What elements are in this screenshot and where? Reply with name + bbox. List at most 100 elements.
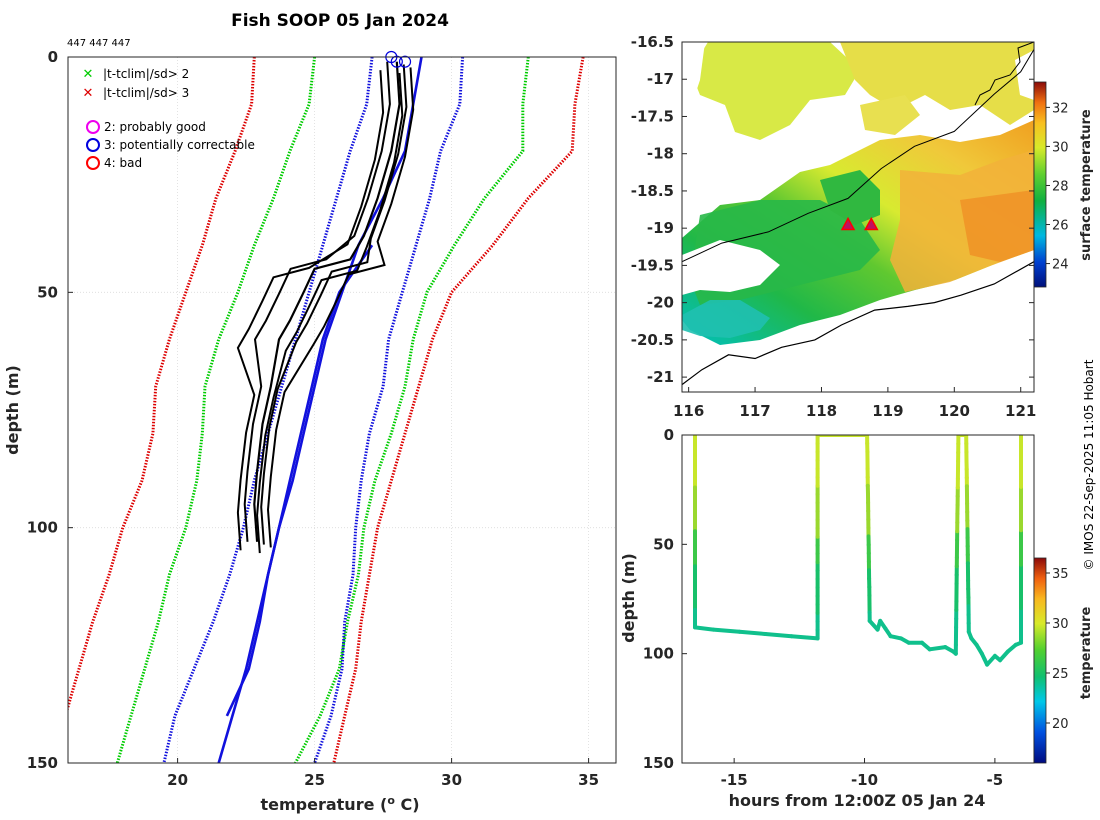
credit-text: © IMOS 22-Sep-2025 11:05 Hobart: [1082, 359, 1096, 570]
profile-ytick-label: 0: [48, 48, 58, 66]
map-xtick-label: 117: [739, 402, 770, 420]
map-xtick-label: 121: [1005, 402, 1036, 420]
temperature-colorbar: [1033, 557, 1047, 764]
profile-ylabel: depth (m): [3, 365, 22, 455]
depth-track-segment: [789, 634, 820, 641]
coastline: [682, 261, 1034, 386]
temp-cbar-tick-label: 30: [1052, 617, 1069, 632]
legend-flag-x3: |t-tclim|/sd> 3: [103, 86, 189, 100]
surface-cbar-tick-label: 32: [1052, 101, 1069, 116]
series-minus_2sd: [115, 57, 317, 763]
series-minus_3sd: [68, 57, 256, 712]
map-ytick-label: -19: [647, 219, 674, 237]
temp-cbar-tick-label: 35: [1052, 567, 1069, 582]
qc-circle-marker: [390, 55, 403, 68]
series-clim_mean_2: [225, 244, 374, 717]
legend-flag-3: 3: potentially correctable: [104, 138, 255, 152]
map-ytick-label: -20: [647, 294, 674, 312]
depth-track-segment: [927, 645, 948, 652]
ts-ytick-label: 100: [643, 645, 674, 663]
profile-xtick-label: 25: [304, 771, 325, 789]
profile-title: Fish SOOP 05 Jan 2024: [231, 11, 449, 31]
surface-cbar-tick-label: 28: [1052, 179, 1069, 194]
map-panel: 116 117 118 119 120 121 -16.5 -17 -17.5 -18 -18.5 -…: [631, 33, 1094, 420]
map-field-group: [682, 42, 1034, 392]
series-plus_1sd: [313, 57, 465, 763]
map-ticks: 116 117 118 119 120 121 -16.5 -17 -17.5 -18 -18.5 -…: [631, 33, 1037, 420]
depth-track-segment: [763, 632, 794, 639]
voyage-marker-triangle: [864, 216, 879, 231]
profile-id-label: 447 447 447: [67, 38, 131, 49]
timeseries-ylabel: depth (m): [619, 553, 638, 643]
temperature-colorbar-label: temperature: [1079, 607, 1094, 700]
timeseries-panel: -15 -10 -5 0 50 100 150 hours from 12:00Z 05 J…: [619, 426, 1094, 810]
surface-cbar-tick-label: 30: [1052, 140, 1069, 155]
timeseries-ticks: -15 -10 -5 0 50 100 150: [643, 426, 1004, 789]
legend-circle-red-icon: [86, 156, 100, 170]
map-ytick-label: -17.5: [631, 107, 674, 125]
ts-xtick-label: -5: [987, 771, 1004, 789]
profile-xtick-label: 35: [578, 771, 599, 789]
profile-xtick-label: 20: [167, 771, 188, 789]
map-ytick-label: -16.5: [631, 33, 674, 51]
isobath-line: [682, 49, 1034, 263]
sst-warm-se2: [960, 190, 1034, 262]
map-ytick-label: -21: [647, 368, 674, 386]
depth-track-segment: [693, 625, 716, 632]
map-ytick-label: -20.5: [631, 331, 674, 349]
series-clim_mean: [217, 57, 423, 763]
profile-xlabel: temperature (o C): [260, 794, 419, 815]
surface-cbar-tick-label: 24: [1052, 258, 1069, 273]
timeseries-xlabel: hours from 12:00Z 05 Jan 24: [729, 791, 986, 810]
series-plus_3sd: [332, 57, 585, 763]
temp-cbar-tick-label: 20: [1052, 717, 1069, 732]
profile-ytick-label: 100: [27, 519, 58, 537]
series-profile-cast: [243, 61, 391, 542]
sst-cyan-patch: [682, 300, 770, 338]
series-profile-cast: [260, 64, 408, 545]
map-xtick-label: 120: [939, 402, 970, 420]
sst-patch-nw: [690, 42, 860, 140]
legend-x-red-icon: ✕: [83, 86, 94, 101]
ts-xtick-label: -10: [851, 771, 878, 789]
legend-circle-magenta-icon: [86, 120, 100, 134]
series-profile-cast: [266, 67, 415, 548]
profile-ytick-label: 50: [37, 283, 58, 301]
surface-cbar-tick-label: 26: [1052, 219, 1069, 234]
sst-gap-1: [682, 240, 780, 295]
legend-x-green-icon: ✕: [83, 67, 94, 82]
qc-circle-marker: [398, 55, 412, 68]
sst-patch-n2: [860, 95, 920, 135]
legend-circle-blue-icon: [86, 138, 100, 152]
profile-axes-box: [67, 56, 617, 764]
surface-temp-colorbar: [1033, 81, 1047, 288]
temp-cbar-tick-label: 25: [1052, 667, 1069, 682]
profile-panel: Fish SOOP 05 Jan 2024 447 447 447 20 25 30…: [3, 11, 617, 815]
series-profile-cast: [256, 72, 404, 554]
map-ytick-label: -18: [647, 145, 674, 163]
surface-colorbar-label: surface temperature: [1079, 109, 1094, 261]
land-area: [682, 261, 1034, 392]
map-xtick-label: 116: [673, 402, 704, 420]
legend-flag-2: 2: probably good: [104, 120, 206, 134]
map-ytick-label: -19.5: [631, 256, 674, 274]
depth-track-group: [693, 435, 1023, 667]
ts-xtick-label: -15: [721, 771, 748, 789]
profile-xtick-label: 30: [441, 771, 462, 789]
depth-track-segment: [711, 627, 742, 634]
profile-qc-circles: [385, 50, 412, 68]
ts-ytick-label: 50: [653, 535, 674, 553]
map-xtick-label: 118: [806, 402, 837, 420]
voyage-markers: [840, 216, 879, 231]
map-contour-ne: [974, 42, 1034, 106]
sst-gap-2: [682, 42, 705, 115]
temperature-colorbar-ticks: 20 25 30 35: [1046, 567, 1069, 732]
profile-ticks: 20 25 30 35 0 50 100 150: [27, 48, 599, 789]
map-ytick-label: -17: [647, 70, 674, 88]
depth-track-segment: [737, 629, 768, 636]
series-profiles: [253, 61, 401, 542]
surface-colorbar-ticks: 24 26 28 30 32: [1046, 101, 1069, 273]
legend-flag-4: 4: bad: [104, 156, 142, 170]
profile-series-group: [68, 57, 585, 763]
